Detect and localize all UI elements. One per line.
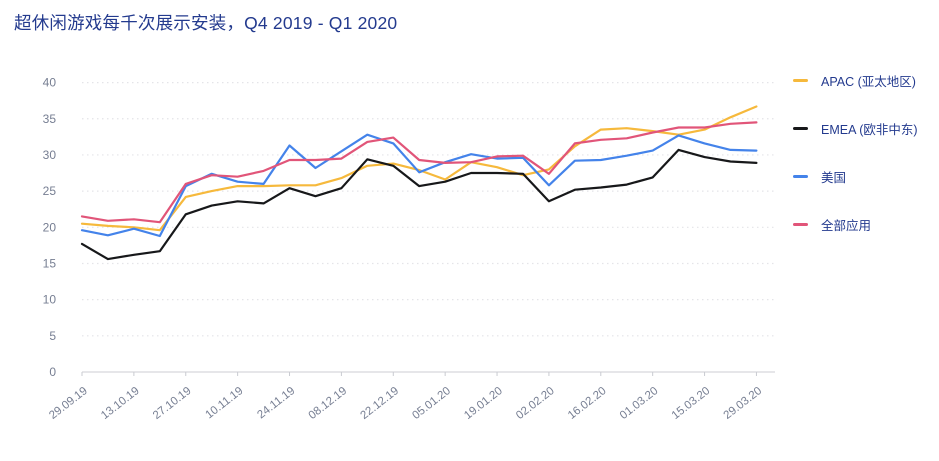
svg-text:15.03.20: 15.03.20 xyxy=(670,385,713,422)
svg-text:13.10.19: 13.10.19 xyxy=(99,385,142,422)
x-axis-labels: 29.09.19 13.10.19 27.10.19 10.11.19 24.11.19… xyxy=(47,385,764,422)
svg-text:20: 20 xyxy=(43,220,57,234)
chart-title: 超休闲游戏每千次展示安装，Q4 2019 - Q1 2020 xyxy=(14,13,398,33)
series-line-apac xyxy=(80,105,758,232)
legend-label-apac: APAC (亚太地区) xyxy=(821,74,916,89)
legend-marker-us xyxy=(793,174,808,178)
svg-text:5: 5 xyxy=(49,329,56,343)
legend-label-all-apps: 全部应用 xyxy=(821,218,872,233)
gridlines xyxy=(82,81,775,373)
svg-text:10.11.19: 10.11.19 xyxy=(203,385,245,421)
legend-item-us[interactable]: 美国 xyxy=(793,166,938,186)
legend-marker-emea xyxy=(793,126,808,130)
y-axis-labels: 0 5 10 15 20 25 30 35 40 xyxy=(43,76,57,379)
svg-text:0: 0 xyxy=(49,365,56,379)
svg-text:24.11.19: 24.11.19 xyxy=(255,385,297,421)
svg-text:08.12.19: 08.12.19 xyxy=(307,385,350,422)
svg-text:22.12.19: 22.12.19 xyxy=(358,385,401,422)
series-line-all-apps xyxy=(80,121,758,224)
svg-text:29.03.20: 29.03.20 xyxy=(722,385,765,422)
svg-text:16.02.20: 16.02.20 xyxy=(566,385,609,422)
svg-text:05.01.20: 05.01.20 xyxy=(410,385,453,422)
svg-text:40: 40 xyxy=(43,76,57,90)
svg-text:01.03.20: 01.03.20 xyxy=(618,385,661,422)
legend-item-all-apps[interactable]: 全部应用 xyxy=(793,214,938,234)
legend-label-emea: EMEA (欧非中东) xyxy=(821,122,918,137)
svg-text:25: 25 xyxy=(43,184,57,198)
svg-text:30: 30 xyxy=(43,148,57,162)
legend-marker-apac xyxy=(793,78,808,82)
svg-text:29.09.19: 29.09.19 xyxy=(47,385,90,422)
svg-text:35: 35 xyxy=(43,112,57,126)
svg-text:10: 10 xyxy=(43,293,57,307)
legend: APAC (亚太地区) EMEA (欧非中东) 美国全部应用 xyxy=(793,70,938,262)
legend-label-us: 美国 xyxy=(821,170,847,185)
svg-text:19.01.20: 19.01.20 xyxy=(462,385,505,422)
series-lines xyxy=(80,105,758,261)
svg-text:27.10.19: 27.10.19 xyxy=(151,385,194,422)
x-axis-ticks xyxy=(81,372,757,376)
legend-marker-all-apps xyxy=(793,222,808,226)
svg-text:15: 15 xyxy=(43,256,57,270)
svg-text:02.02.20: 02.02.20 xyxy=(514,385,557,422)
legend-item-apac[interactable]: APAC (亚太地区) xyxy=(793,70,938,90)
series-line-emea xyxy=(80,148,758,261)
legend-item-emea[interactable]: EMEA (欧非中东) xyxy=(793,118,938,138)
